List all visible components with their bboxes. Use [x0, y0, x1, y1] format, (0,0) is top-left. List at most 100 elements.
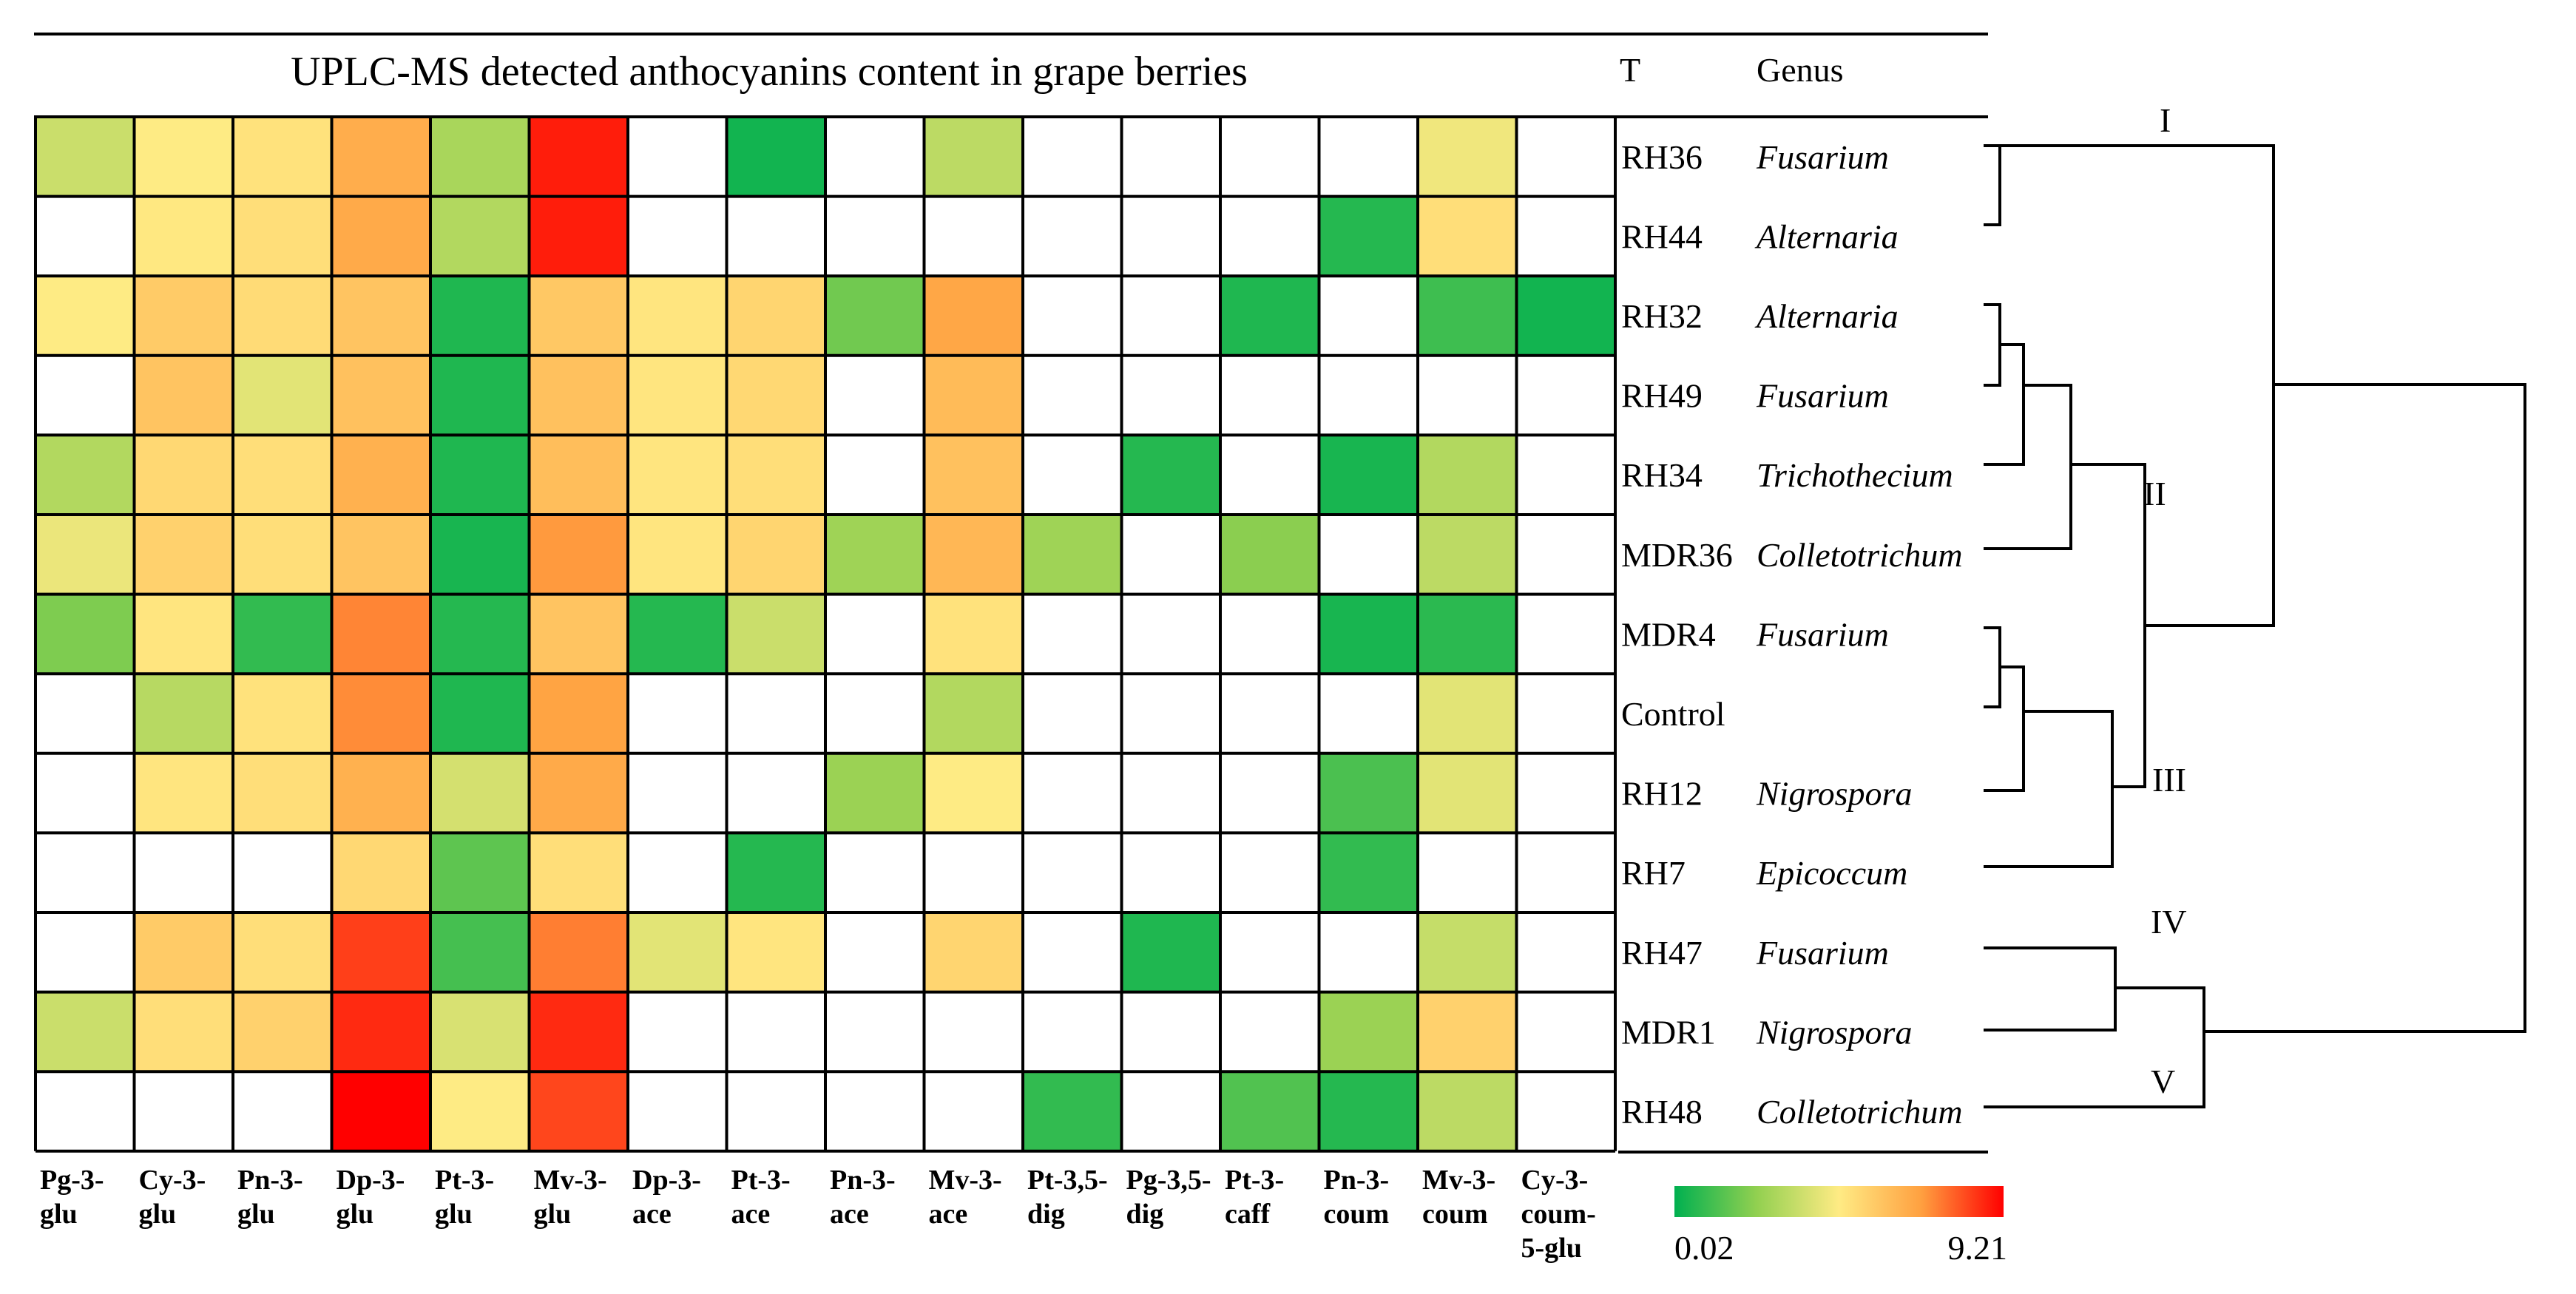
heatmap-cell [1220, 1071, 1319, 1151]
clade-label-2: II [2143, 475, 2166, 512]
heatmap-cell [36, 594, 135, 674]
column-label-line: Cy-3- [139, 1165, 206, 1196]
heatmap-cell [36, 1071, 135, 1151]
row-label-t: RH47 [1621, 934, 1703, 972]
heatmap-cell [233, 515, 332, 595]
heatmap-cell [825, 515, 924, 595]
heatmap-cell [825, 117, 924, 197]
heatmap-cell [1319, 1071, 1418, 1151]
column-label: Mv-3-glu [534, 1165, 607, 1230]
row-label-t: RH36 [1621, 138, 1703, 176]
heatmap-cell [825, 992, 924, 1072]
heatmap-cell [726, 753, 825, 833]
column-label-line: glu [435, 1199, 473, 1230]
heatmap-cell [529, 196, 628, 277]
heatmap-cell [36, 117, 135, 197]
heatmap-cell [1319, 117, 1418, 197]
heatmap-cell [924, 515, 1023, 595]
heatmap-cell [1516, 674, 1615, 753]
heatmap-cell [233, 196, 332, 277]
heatmap-cell [1023, 912, 1122, 992]
column-label-line: Pg-3- [40, 1165, 104, 1196]
heatmap-cell [331, 674, 430, 753]
heatmap-cell [1023, 196, 1122, 277]
heatmap-cell [233, 117, 332, 197]
dendrogram [1984, 144, 2526, 1108]
heatmap-cell [529, 753, 628, 833]
heatmap-cell [628, 912, 727, 992]
heatmap-cell [1319, 674, 1418, 753]
heatmap-grid [34, 115, 1617, 1153]
heatmap-cell [825, 1071, 924, 1151]
heatmap-cell [134, 833, 233, 912]
heatmap-cell [1319, 276, 1418, 356]
row-label-t: RH44 [1621, 217, 1703, 255]
heatmap-cell [1023, 833, 1122, 912]
heatmap-cell [924, 355, 1023, 436]
heatmap-cell [1418, 515, 1517, 595]
dendro-branch [2071, 463, 2146, 788]
column-label: Pt-3,5-dig [1027, 1165, 1108, 1230]
heatmap-cell [1220, 355, 1319, 436]
row-label-t: RH48 [1621, 1093, 1703, 1131]
heatmap-cell [134, 594, 233, 674]
heatmap-cell [1418, 594, 1517, 674]
heatmap-cell [233, 674, 332, 753]
column-label-line: glu [534, 1199, 572, 1230]
heatmap-cell [430, 753, 530, 833]
column-label-line: coum [1324, 1199, 1390, 1230]
heatmap-cell [1121, 753, 1220, 833]
heatmap-cell [924, 594, 1023, 674]
dendro-branch [1984, 946, 2117, 1032]
heatmap-cell [430, 594, 530, 674]
heatmap-cell [134, 435, 233, 515]
heatmap-cell [1220, 515, 1319, 595]
heatmap-cell [628, 515, 727, 595]
row-label-genus: Fusarium [1756, 615, 1889, 653]
column-label-line: Pn-3- [237, 1165, 303, 1196]
heatmap-cell [36, 276, 135, 356]
column-label: Pt-3-ace [731, 1165, 791, 1230]
heatmap-cell [1319, 515, 1418, 595]
heatmap-cell [1121, 912, 1220, 992]
heatmap-cell [726, 435, 825, 515]
dendro-branch [1984, 384, 2072, 550]
heatmap-cell [628, 992, 727, 1072]
heatmap-cell [36, 196, 135, 277]
row-label-genus: Fusarium [1756, 377, 1889, 415]
heatmap-cell [1121, 196, 1220, 277]
row-label-t: RH7 [1621, 854, 1686, 892]
heatmap-cell [726, 117, 825, 197]
row-label-t: RH34 [1621, 456, 1703, 494]
heatmap-cell [331, 594, 430, 674]
heatmap-cell [1516, 833, 1615, 912]
heatmap-cell [331, 276, 430, 356]
color-legend-bar [1674, 1186, 2004, 1217]
heatmap-cell [1319, 435, 1418, 515]
heatmap-cell [233, 833, 332, 912]
heatmap-cell [1418, 196, 1517, 277]
heatmap-cell [1418, 117, 1517, 197]
row-label-genus: Nigrospora [1756, 775, 1912, 813]
row-label-t: RH49 [1621, 377, 1703, 415]
heatmap-cell [924, 196, 1023, 277]
heatmap-cell [1220, 594, 1319, 674]
column-label-line: caff [1225, 1199, 1271, 1230]
heatmap-cell [628, 117, 727, 197]
heatmap-cell [1516, 355, 1615, 436]
heatmap-cell [331, 117, 430, 197]
heatmap-cell [1319, 992, 1418, 1072]
heatmap-cell [430, 355, 530, 436]
heatmap-cell [36, 435, 135, 515]
heatmap-cell [1023, 674, 1122, 753]
heatmap-cell [1121, 992, 1220, 1072]
heatmap-cell [1418, 833, 1517, 912]
column-label: Cy-3-coum-5-glu [1521, 1165, 1596, 1264]
column-label-line: coum- [1521, 1199, 1596, 1230]
heatmap-cell [726, 833, 825, 912]
row-label-t: Control [1621, 695, 1725, 733]
heatmap-cell [1319, 753, 1418, 833]
heatmap-cell [924, 992, 1023, 1072]
heatmap-cell [331, 833, 430, 912]
heatmap-cell [331, 355, 430, 436]
